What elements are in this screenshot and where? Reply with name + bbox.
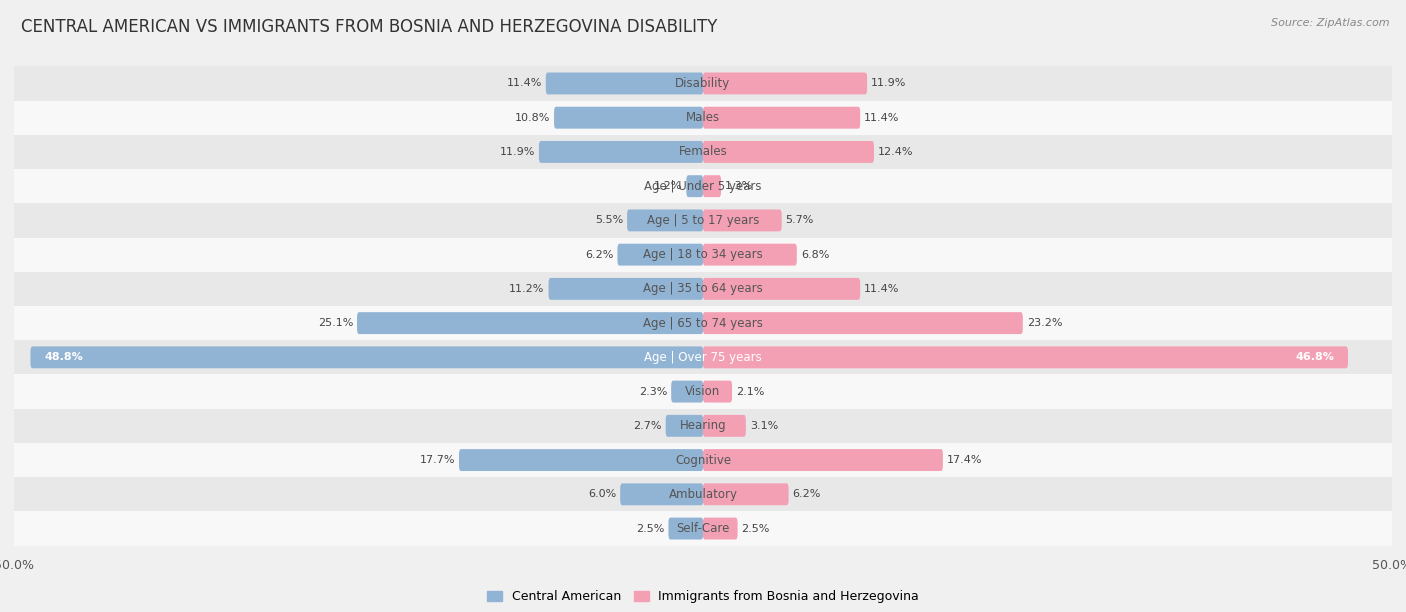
- Text: Females: Females: [679, 146, 727, 159]
- Text: 17.4%: 17.4%: [946, 455, 983, 465]
- FancyBboxPatch shape: [703, 415, 745, 437]
- FancyBboxPatch shape: [620, 483, 703, 506]
- Text: Cognitive: Cognitive: [675, 453, 731, 466]
- FancyBboxPatch shape: [627, 209, 703, 231]
- Text: Age | 18 to 34 years: Age | 18 to 34 years: [643, 248, 763, 261]
- Bar: [14, 375, 1392, 409]
- Text: 11.9%: 11.9%: [499, 147, 534, 157]
- Text: Males: Males: [686, 111, 720, 124]
- Text: Age | Under 5 years: Age | Under 5 years: [644, 180, 762, 193]
- FancyBboxPatch shape: [703, 381, 733, 403]
- Text: 2.3%: 2.3%: [638, 387, 668, 397]
- Text: Age | 5 to 17 years: Age | 5 to 17 years: [647, 214, 759, 227]
- FancyBboxPatch shape: [703, 278, 860, 300]
- Text: 48.8%: 48.8%: [45, 353, 83, 362]
- Text: Source: ZipAtlas.com: Source: ZipAtlas.com: [1271, 18, 1389, 28]
- FancyBboxPatch shape: [703, 175, 721, 197]
- FancyBboxPatch shape: [617, 244, 703, 266]
- FancyBboxPatch shape: [671, 381, 703, 403]
- Text: 11.4%: 11.4%: [865, 284, 900, 294]
- Text: 25.1%: 25.1%: [318, 318, 353, 328]
- Text: Age | Over 75 years: Age | Over 75 years: [644, 351, 762, 364]
- Bar: [14, 443, 1392, 477]
- Legend: Central American, Immigrants from Bosnia and Herzegovina: Central American, Immigrants from Bosnia…: [482, 585, 924, 608]
- Text: 2.5%: 2.5%: [741, 523, 770, 534]
- Text: 11.4%: 11.4%: [865, 113, 900, 122]
- FancyBboxPatch shape: [31, 346, 703, 368]
- Text: 2.1%: 2.1%: [737, 387, 765, 397]
- Bar: [14, 340, 1392, 375]
- Text: Ambulatory: Ambulatory: [668, 488, 738, 501]
- FancyBboxPatch shape: [703, 209, 782, 231]
- FancyBboxPatch shape: [546, 72, 703, 94]
- FancyBboxPatch shape: [357, 312, 703, 334]
- Bar: [14, 237, 1392, 272]
- Text: Age | 65 to 74 years: Age | 65 to 74 years: [643, 316, 763, 330]
- Bar: [14, 66, 1392, 100]
- FancyBboxPatch shape: [703, 483, 789, 506]
- Text: 6.2%: 6.2%: [793, 490, 821, 499]
- Bar: [14, 306, 1392, 340]
- Bar: [14, 409, 1392, 443]
- Text: 10.8%: 10.8%: [515, 113, 550, 122]
- FancyBboxPatch shape: [668, 518, 703, 540]
- Text: Vision: Vision: [685, 385, 721, 398]
- FancyBboxPatch shape: [703, 346, 1348, 368]
- Text: CENTRAL AMERICAN VS IMMIGRANTS FROM BOSNIA AND HERZEGOVINA DISABILITY: CENTRAL AMERICAN VS IMMIGRANTS FROM BOSN…: [21, 18, 717, 36]
- Bar: [14, 169, 1392, 203]
- Text: 6.0%: 6.0%: [588, 490, 616, 499]
- Text: 2.7%: 2.7%: [633, 421, 662, 431]
- FancyBboxPatch shape: [538, 141, 703, 163]
- FancyBboxPatch shape: [686, 175, 703, 197]
- Text: Self-Care: Self-Care: [676, 522, 730, 535]
- Bar: [14, 272, 1392, 306]
- FancyBboxPatch shape: [665, 415, 703, 437]
- Text: 3.1%: 3.1%: [749, 421, 778, 431]
- FancyBboxPatch shape: [703, 312, 1022, 334]
- Bar: [14, 477, 1392, 512]
- Text: 12.4%: 12.4%: [877, 147, 914, 157]
- Text: 1.2%: 1.2%: [654, 181, 682, 191]
- Text: 46.8%: 46.8%: [1295, 353, 1334, 362]
- Text: Disability: Disability: [675, 77, 731, 90]
- FancyBboxPatch shape: [703, 518, 738, 540]
- Text: 6.8%: 6.8%: [801, 250, 830, 259]
- FancyBboxPatch shape: [458, 449, 703, 471]
- Text: 11.9%: 11.9%: [872, 78, 907, 89]
- Text: 5.5%: 5.5%: [595, 215, 623, 225]
- Text: 23.2%: 23.2%: [1026, 318, 1063, 328]
- Text: 11.4%: 11.4%: [506, 78, 541, 89]
- Bar: [14, 512, 1392, 546]
- Text: 11.2%: 11.2%: [509, 284, 544, 294]
- FancyBboxPatch shape: [703, 72, 868, 94]
- FancyBboxPatch shape: [548, 278, 703, 300]
- Bar: [14, 135, 1392, 169]
- Text: 17.7%: 17.7%: [419, 455, 456, 465]
- Text: 6.2%: 6.2%: [585, 250, 613, 259]
- Bar: [14, 203, 1392, 237]
- FancyBboxPatch shape: [554, 106, 703, 129]
- Text: Age | 35 to 64 years: Age | 35 to 64 years: [643, 282, 763, 296]
- FancyBboxPatch shape: [703, 106, 860, 129]
- Text: 5.7%: 5.7%: [786, 215, 814, 225]
- FancyBboxPatch shape: [703, 244, 797, 266]
- Bar: [14, 100, 1392, 135]
- Text: 1.3%: 1.3%: [725, 181, 754, 191]
- FancyBboxPatch shape: [703, 449, 943, 471]
- Text: Hearing: Hearing: [679, 419, 727, 432]
- FancyBboxPatch shape: [703, 141, 875, 163]
- Text: 2.5%: 2.5%: [636, 523, 665, 534]
